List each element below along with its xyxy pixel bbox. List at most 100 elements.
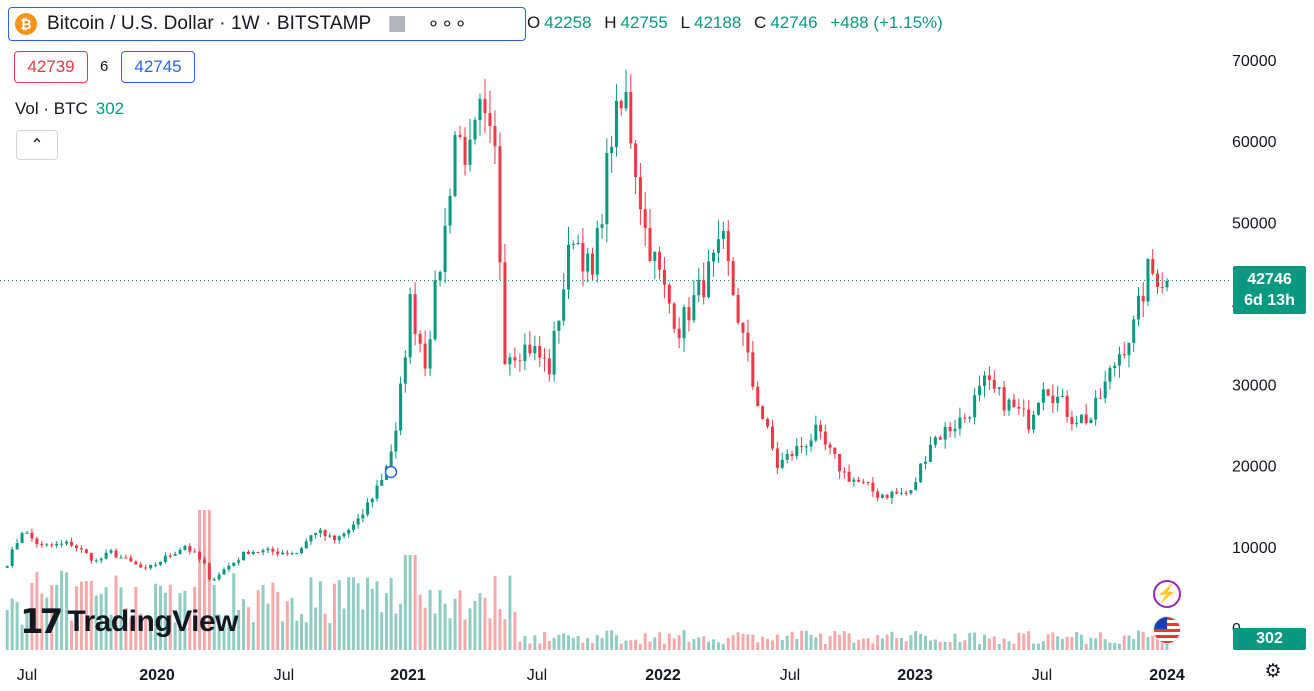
buy-button[interactable]: 42745: [121, 51, 195, 83]
lightning-icon[interactable]: ⚡: [1153, 580, 1181, 608]
symbol-legend[interactable]: ₿ Bitcoin / U.S. Dollar · 1W · BITSTAMP …: [8, 7, 526, 41]
candle-body: [899, 492, 903, 494]
volume-bar: [943, 641, 947, 650]
volume-bar: [413, 555, 417, 650]
volume-bar: [271, 582, 275, 650]
low-label: L: [680, 13, 691, 32]
candle-body: [610, 146, 614, 154]
candle-body: [418, 333, 422, 344]
candle-body: [463, 137, 467, 165]
candle-body: [895, 491, 899, 494]
candle-body: [366, 502, 370, 515]
candle-body: [1041, 389, 1045, 403]
time-tick-label: Jul: [1032, 667, 1052, 684]
volume-bar: [987, 638, 991, 650]
volume-bar: [295, 620, 299, 650]
dividend-marker[interactable]: [384, 465, 398, 479]
volume-bar: [543, 632, 547, 650]
candle-body: [139, 564, 143, 568]
volume-label: Vol · BTC: [15, 99, 88, 118]
volume-bar: [819, 633, 823, 650]
volume-bar: [114, 575, 118, 650]
volume-bar: [624, 640, 628, 650]
volume-bar: [953, 633, 957, 650]
volume-bar: [366, 577, 370, 650]
candle-body: [193, 551, 197, 553]
candle-body: [488, 113, 492, 127]
candle-body: [94, 560, 98, 562]
volume-bar: [766, 638, 770, 650]
volume-bar: [528, 643, 532, 650]
volume-bar: [866, 638, 870, 650]
volume-bar: [1108, 642, 1112, 650]
volume-bar: [55, 584, 59, 650]
candle-body: [129, 557, 133, 562]
candle-body: [746, 332, 750, 353]
candle-body: [337, 536, 341, 541]
candle-body: [828, 444, 832, 448]
gear-icon[interactable]: ⚙: [1264, 660, 1282, 682]
volume-bar: [403, 555, 407, 650]
collapse-legend-button[interactable]: ⌃: [16, 130, 58, 160]
volume-bar: [323, 613, 327, 650]
volume-bar: [814, 637, 818, 650]
volume-bar: [721, 643, 725, 650]
volume-bar: [20, 624, 24, 650]
candle-body: [251, 552, 255, 555]
volume-bar: [775, 634, 779, 650]
candle-body: [914, 482, 918, 491]
more-dots-icon[interactable]: ∘∘∘: [427, 13, 468, 35]
volume-bar: [119, 587, 123, 650]
candle-body: [1127, 342, 1131, 356]
brand-name: TradingView: [67, 605, 238, 638]
volume-bar: [104, 587, 108, 650]
candle-body: [890, 491, 894, 498]
volume-bar: [356, 583, 360, 650]
candle-body: [662, 269, 666, 285]
candle-body: [605, 153, 609, 225]
candle-body: [523, 344, 527, 362]
volume-bar: [318, 581, 322, 650]
candle-body: [571, 244, 575, 246]
time-tick-label: Jul: [274, 667, 294, 684]
candle-body: [438, 272, 442, 281]
volume-bar: [847, 633, 851, 650]
volume-bar: [643, 633, 647, 650]
volume-bar: [443, 603, 447, 650]
flag-icon[interactable]: [389, 16, 406, 32]
volume-bar: [438, 590, 442, 650]
volume-bar: [428, 590, 432, 650]
volume-bar: [518, 641, 522, 650]
volume-bar: [857, 639, 861, 650]
volume-bar: [1041, 641, 1045, 650]
volume-bar: [473, 600, 477, 650]
volume-bar: [173, 622, 177, 650]
candle-body: [380, 479, 384, 486]
volume-bar: [1056, 636, 1060, 650]
time-tick-label: Jul: [17, 667, 37, 684]
volume-bar: [780, 640, 784, 650]
candle-body: [478, 98, 482, 121]
last-volume-label: 302: [1233, 628, 1306, 650]
us-flag-icon[interactable]: [1153, 616, 1181, 644]
volume-bar: [246, 607, 250, 650]
candle-body: [809, 440, 813, 447]
symbol-title[interactable]: Bitcoin / U.S. Dollar · 1W · BITSTAMP: [47, 13, 372, 34]
volume-bar: [30, 582, 34, 650]
volume-bar: [433, 613, 437, 650]
volume-bar: [1075, 632, 1079, 650]
sell-button[interactable]: 42739: [14, 51, 88, 83]
candle-body: [300, 548, 304, 554]
volume-bar: [876, 635, 880, 650]
volume-bar: [677, 635, 681, 650]
candle-body: [629, 92, 633, 144]
volume-bar: [547, 640, 551, 650]
candle-body: [982, 375, 986, 386]
volume-bar: [158, 585, 162, 650]
tradingview-logo[interactable]: 17 TradingView: [20, 602, 238, 642]
volume-bar: [909, 635, 913, 650]
volume-legend[interactable]: Vol · BTC 302: [15, 99, 124, 119]
volume-bar: [1132, 639, 1136, 650]
volume-bar: [1122, 635, 1126, 650]
